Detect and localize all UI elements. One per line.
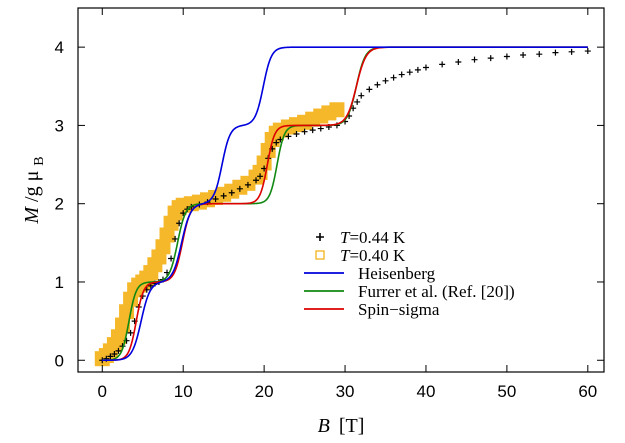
- data-point-plus: [398, 71, 405, 78]
- x-tick-label: 10: [174, 382, 193, 401]
- y-tick-label: 0: [55, 351, 64, 370]
- data-point-plus: [317, 125, 324, 132]
- data-point-plus: [176, 220, 183, 227]
- data-point-plus: [487, 55, 494, 62]
- data-point-plus: [382, 77, 389, 84]
- data-point-plus: [301, 128, 308, 135]
- data-point-plus: [111, 350, 118, 357]
- x-tick-label: 60: [578, 382, 597, 401]
- data-point-plus: [406, 69, 413, 76]
- data-point-plus: [520, 51, 527, 58]
- data-point-square: [329, 102, 345, 118]
- data-point-plus: [552, 49, 559, 56]
- data-point-plus: [536, 51, 543, 58]
- data-point-plus: [220, 192, 227, 199]
- x-tick-label: 20: [255, 382, 274, 401]
- x-tick-label: 40: [417, 382, 436, 401]
- data-point-plus: [374, 81, 381, 88]
- axes: 0 10 20 30 40 50 60 0 1 2 3 4: [55, 8, 604, 401]
- y-axis-mu: μ: [21, 171, 43, 182]
- legend-label-value: =0.44 K: [349, 228, 406, 247]
- y-axis-variable: M: [21, 206, 43, 225]
- data-point-plus: [414, 66, 421, 73]
- y-tick-label: 1: [55, 273, 64, 292]
- data-point-plus: [354, 98, 361, 105]
- legend-label: Heisenberg: [358, 264, 436, 283]
- data-point-plus: [390, 74, 397, 81]
- x-tick-label: 50: [497, 382, 516, 401]
- data-point-plus: [503, 53, 510, 60]
- data-point-plus: [168, 255, 175, 262]
- legend-label: Spin−sigma: [358, 300, 440, 319]
- data-point-plus: [127, 329, 134, 336]
- data-point-plus: [212, 196, 219, 203]
- y-tick-label: 2: [55, 195, 64, 214]
- data-point-plus: [115, 347, 122, 354]
- data-point-plus: [309, 127, 316, 134]
- x-axis-unit: [T]: [339, 415, 365, 437]
- data-point-plus: [285, 133, 292, 140]
- series-line: [102, 46, 588, 362]
- data-point-plus: [228, 189, 235, 196]
- plot-area: [94, 46, 591, 367]
- data-point-plus: [257, 173, 264, 180]
- legend-marker-plus: [316, 233, 324, 241]
- legend-marker-square: [315, 250, 325, 260]
- data-point-plus: [236, 185, 243, 192]
- data-point-plus: [172, 235, 179, 242]
- data-point-plus: [439, 61, 446, 68]
- legend-label-value: =0.40 K: [349, 246, 406, 265]
- x-axis-variable: B: [318, 415, 330, 437]
- legend-label: T=0.44 K: [340, 228, 406, 247]
- data-point-plus: [584, 48, 591, 55]
- data-point-plus: [471, 56, 478, 63]
- data-point-plus: [455, 59, 462, 66]
- y-tick-label: 3: [55, 116, 64, 135]
- data-point-plus: [107, 353, 114, 360]
- series-1: [94, 102, 345, 367]
- x-tick-label: 30: [336, 382, 355, 401]
- series-2: [102, 46, 588, 362]
- legend-label-variable: T: [340, 228, 351, 247]
- data-point-plus: [293, 131, 300, 138]
- data-point-plus: [273, 139, 280, 146]
- y-axis-subscript: B: [32, 156, 47, 165]
- legend-label-variable: T: [340, 246, 351, 265]
- plot-frame: [77, 7, 605, 373]
- legend-label: Furrer et al. (Ref. [20]): [358, 282, 515, 301]
- x-tick-label: 0: [98, 382, 107, 401]
- data-point-plus: [366, 86, 373, 93]
- legend-label: T=0.40 K: [340, 246, 406, 265]
- y-axis-title: M /g μ B: [21, 156, 47, 224]
- data-point-plus: [422, 64, 429, 71]
- y-tick-label: 4: [55, 38, 64, 57]
- data-point-plus: [244, 181, 251, 188]
- data-point-plus: [568, 48, 575, 55]
- x-axis-title: B [T]: [318, 415, 365, 437]
- data-point-plus: [358, 92, 365, 99]
- y-axis-separator: /g: [21, 186, 43, 202]
- data-point-plus: [253, 177, 260, 184]
